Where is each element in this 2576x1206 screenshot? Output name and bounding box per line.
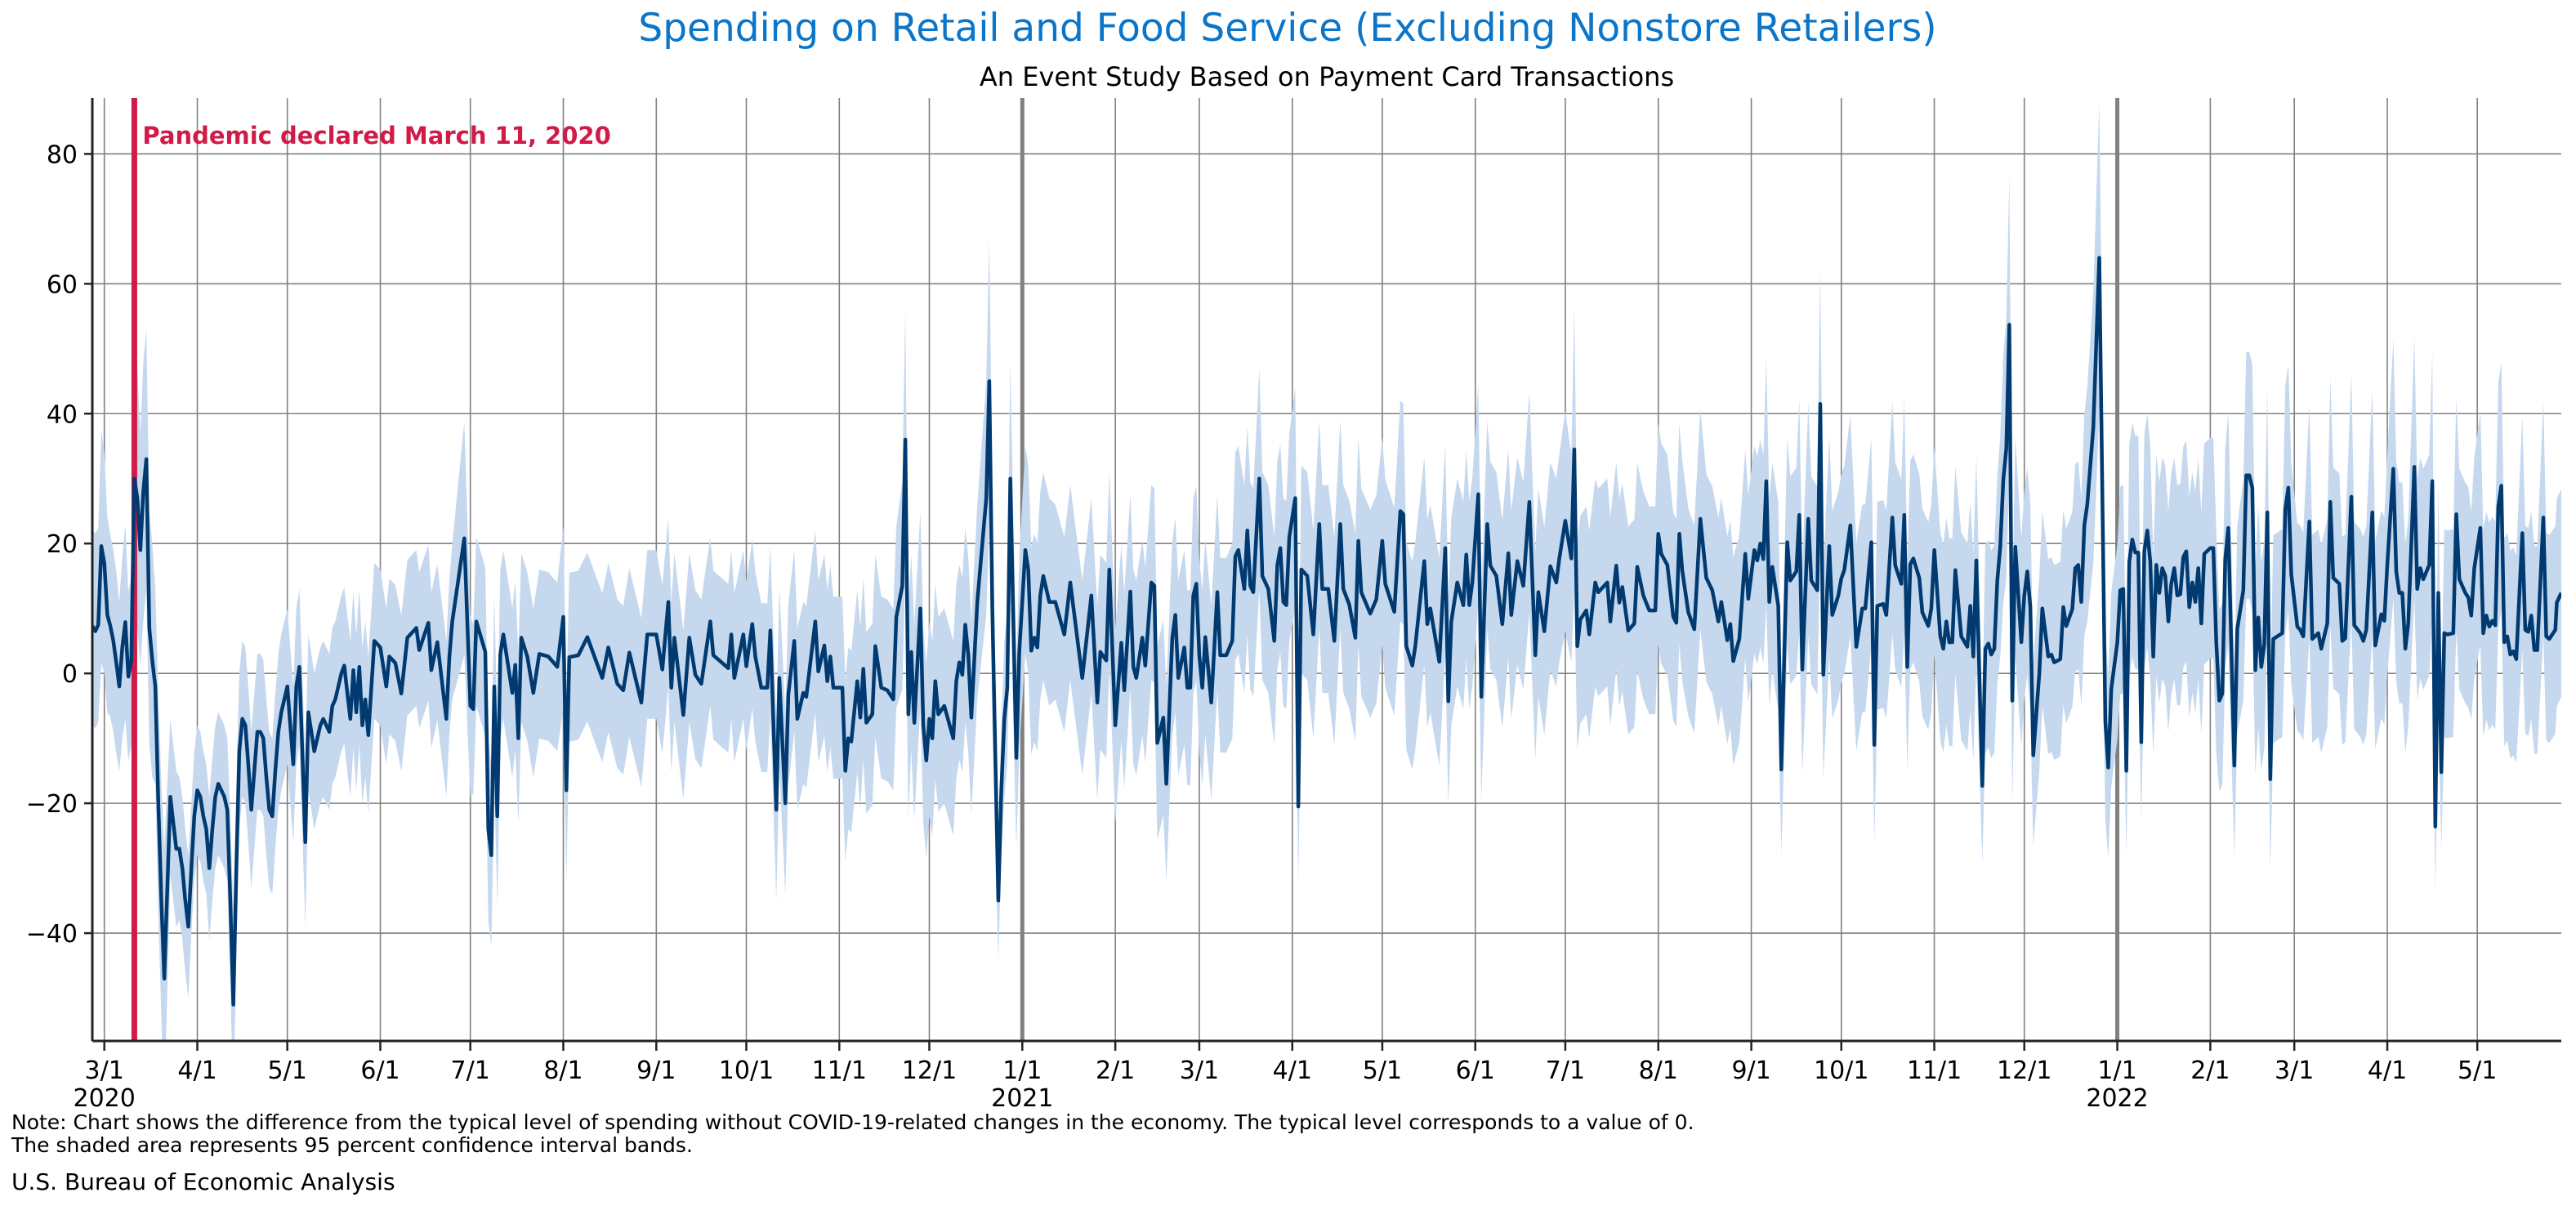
x-tick-label: 4/1 bbox=[177, 1056, 217, 1085]
y-tick-label: 40 bbox=[47, 400, 78, 429]
x-tick-label: 1/1 bbox=[1002, 1056, 1042, 1085]
y-tick-label: −40 bbox=[26, 920, 78, 949]
event-markers: Pandemic declared March 11, 2020 bbox=[131, 98, 611, 1041]
x-tick-label: 3/1 bbox=[2275, 1056, 2314, 1085]
y-tick-label: 0 bbox=[62, 660, 78, 689]
x-tick-label: 12/1 bbox=[1997, 1056, 2051, 1085]
x-tick-label: 12/1 bbox=[902, 1056, 957, 1085]
x-tick-label: 2/1 bbox=[2190, 1056, 2230, 1085]
x-tick-label: 8/1 bbox=[1639, 1056, 1678, 1085]
x-tick-label: 11/1 bbox=[1907, 1056, 1962, 1085]
x-tick-label: 3/1 bbox=[85, 1056, 124, 1085]
source-label: U.S. Bureau of Economic Analysis bbox=[11, 1168, 395, 1195]
x-tick-label: 6/1 bbox=[1456, 1056, 1495, 1085]
series-line-layer bbox=[92, 256, 2561, 1007]
y-tick-label: 20 bbox=[47, 530, 78, 559]
axes bbox=[91, 98, 2561, 1043]
x-tick-label: 9/1 bbox=[1731, 1056, 1770, 1085]
x-tick-label: 9/1 bbox=[636, 1056, 676, 1085]
x-tick-label: 1/1 bbox=[2097, 1056, 2136, 1085]
x-tick-label: 4/1 bbox=[1273, 1056, 1312, 1085]
y-tick-label: −20 bbox=[26, 790, 78, 819]
confidence-band-layer bbox=[92, 101, 2561, 1041]
x-tick-label: 3/1 bbox=[1180, 1056, 1219, 1085]
y-tick-label: 60 bbox=[47, 270, 78, 299]
chart-subtitle: An Event Study Based on Payment Card Tra… bbox=[980, 61, 1674, 92]
x-tick-label: 6/1 bbox=[360, 1056, 400, 1085]
x-tick-year-label: 2022 bbox=[2086, 1084, 2148, 1113]
x-tick-label: 8/1 bbox=[543, 1056, 583, 1085]
note-line-1: Note: Chart shows the difference from th… bbox=[11, 1110, 1694, 1134]
chart-title: Spending on Retail and Food Service (Exc… bbox=[638, 6, 1936, 51]
x-tick-label: 5/1 bbox=[2458, 1056, 2497, 1085]
note-line-2: The shaded area represents 95 percent co… bbox=[11, 1133, 693, 1157]
y-tick-label: 80 bbox=[47, 141, 78, 169]
x-tick-label: 5/1 bbox=[1363, 1056, 1402, 1085]
y-axis-ticks: −40 −20 0 20 40 60 80 bbox=[26, 141, 92, 949]
confidence-band bbox=[92, 101, 2561, 1041]
x-tick-label: 7/1 bbox=[451, 1056, 490, 1085]
x-tick-label: 7/1 bbox=[1546, 1056, 1585, 1085]
x-tick-year-label: 2021 bbox=[991, 1084, 1053, 1113]
pandemic-annotation-label: Pandemic declared March 11, 2020 bbox=[142, 122, 610, 150]
x-tick-label: 11/1 bbox=[812, 1056, 867, 1085]
series-line bbox=[92, 256, 2561, 1007]
x-tick-label: 4/1 bbox=[2368, 1056, 2407, 1085]
x-tick-label: 5/1 bbox=[268, 1056, 307, 1085]
x-tick-label: 10/1 bbox=[1814, 1056, 1868, 1085]
x-tick-label: 2/1 bbox=[1096, 1056, 1135, 1085]
x-tick-year-label: 2020 bbox=[74, 1084, 136, 1113]
x-tick-label: 10/1 bbox=[719, 1056, 774, 1085]
